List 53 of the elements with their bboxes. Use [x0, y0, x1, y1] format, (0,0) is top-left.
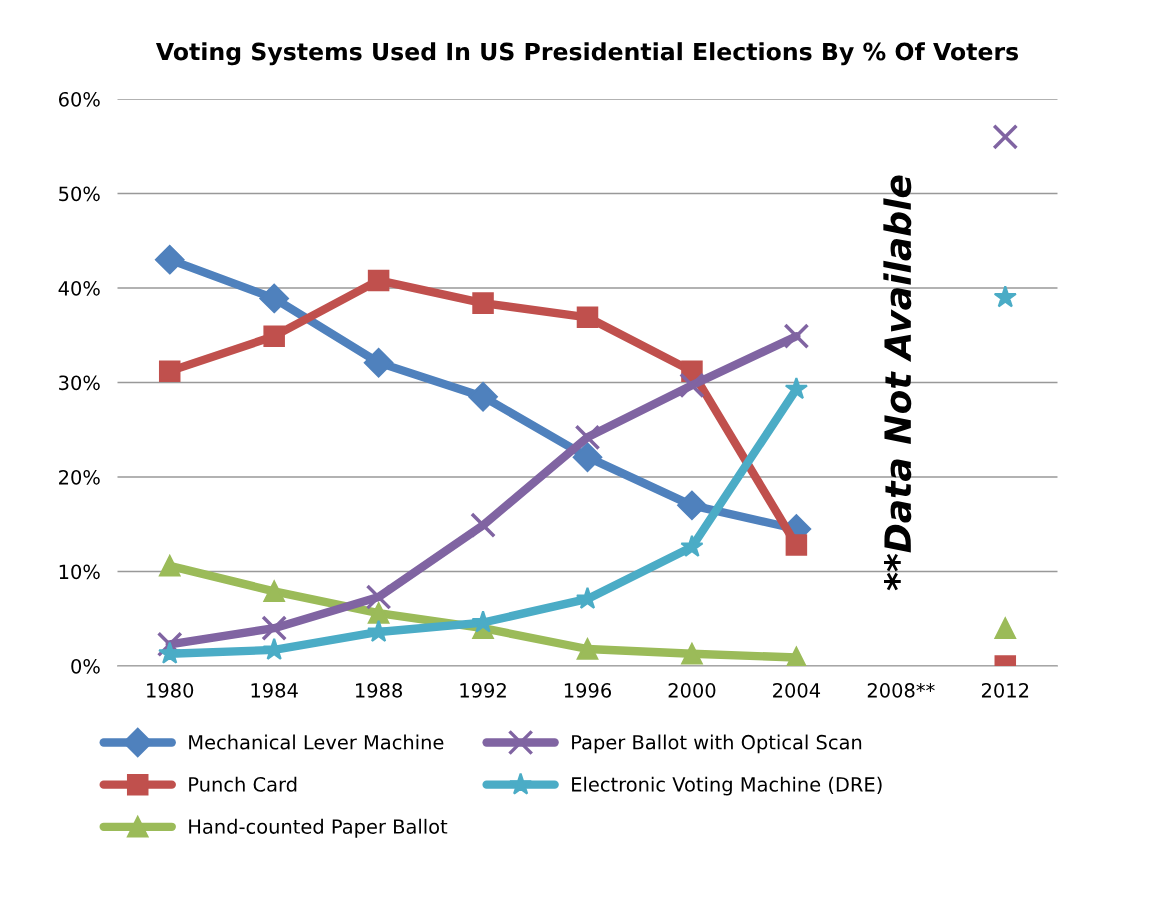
point: [681, 642, 703, 665]
point: [574, 424, 601, 451]
x-tick-label: 1996: [564, 683, 612, 698]
x-tick-label: 2012: [981, 683, 1029, 698]
point: [994, 617, 1017, 639]
y-tick-label: 60%: [58, 91, 100, 107]
point: [158, 555, 181, 577]
point: [367, 269, 390, 292]
point: [158, 641, 182, 664]
point: [261, 615, 288, 642]
point: [677, 490, 707, 521]
point: [680, 534, 704, 557]
point: [468, 381, 498, 412]
legend-label: Electronic Voting Machine (DRE): [572, 776, 882, 796]
point: [154, 244, 185, 275]
legend-label: Hand-counted Paper Ballot: [189, 818, 448, 838]
point: [263, 580, 285, 603]
chart-title: Voting Systems Used In US Presidential Elections By % Of Voters: [155, 42, 1019, 66]
point: [784, 376, 808, 400]
legend-label: Paper Ballot with Optical Scan: [572, 734, 862, 754]
point: [367, 602, 390, 624]
point: [993, 285, 1017, 308]
legend-label: Punch Card: [189, 776, 297, 792]
y-tick-label: 0%: [71, 658, 100, 674]
x-tick-label: 2008**: [867, 683, 935, 698]
y-tick-label: 30%: [59, 375, 100, 391]
x-tick-label: 1988: [356, 683, 403, 698]
y-tick-label: 10%: [59, 564, 100, 580]
point: [576, 306, 599, 329]
point: [992, 123, 1019, 150]
point: [472, 292, 494, 314]
y-tick-label: 50%: [59, 186, 100, 202]
y-tick-label: 40%: [58, 280, 100, 296]
point: [365, 584, 392, 610]
point: [572, 442, 603, 472]
annotation: **Data Not Available: [883, 175, 912, 591]
point: [259, 283, 289, 314]
point: [576, 638, 599, 660]
point: [158, 360, 181, 382]
point: [679, 372, 705, 399]
point: [470, 512, 496, 539]
point: [263, 325, 285, 347]
x-tick-label: 2000: [668, 683, 716, 698]
y-tick-label: 20%: [59, 469, 100, 485]
x-tick-label: 1984: [251, 683, 298, 698]
x-tick-label: 2004: [773, 683, 821, 698]
legend-label: Mechanical Lever Machine: [189, 734, 444, 750]
point: [785, 646, 808, 666]
x-tick-label: 1992: [460, 683, 506, 698]
point: [783, 323, 810, 350]
point: [363, 347, 394, 378]
x-tick-label: 1980: [147, 683, 194, 698]
point: [785, 534, 808, 556]
